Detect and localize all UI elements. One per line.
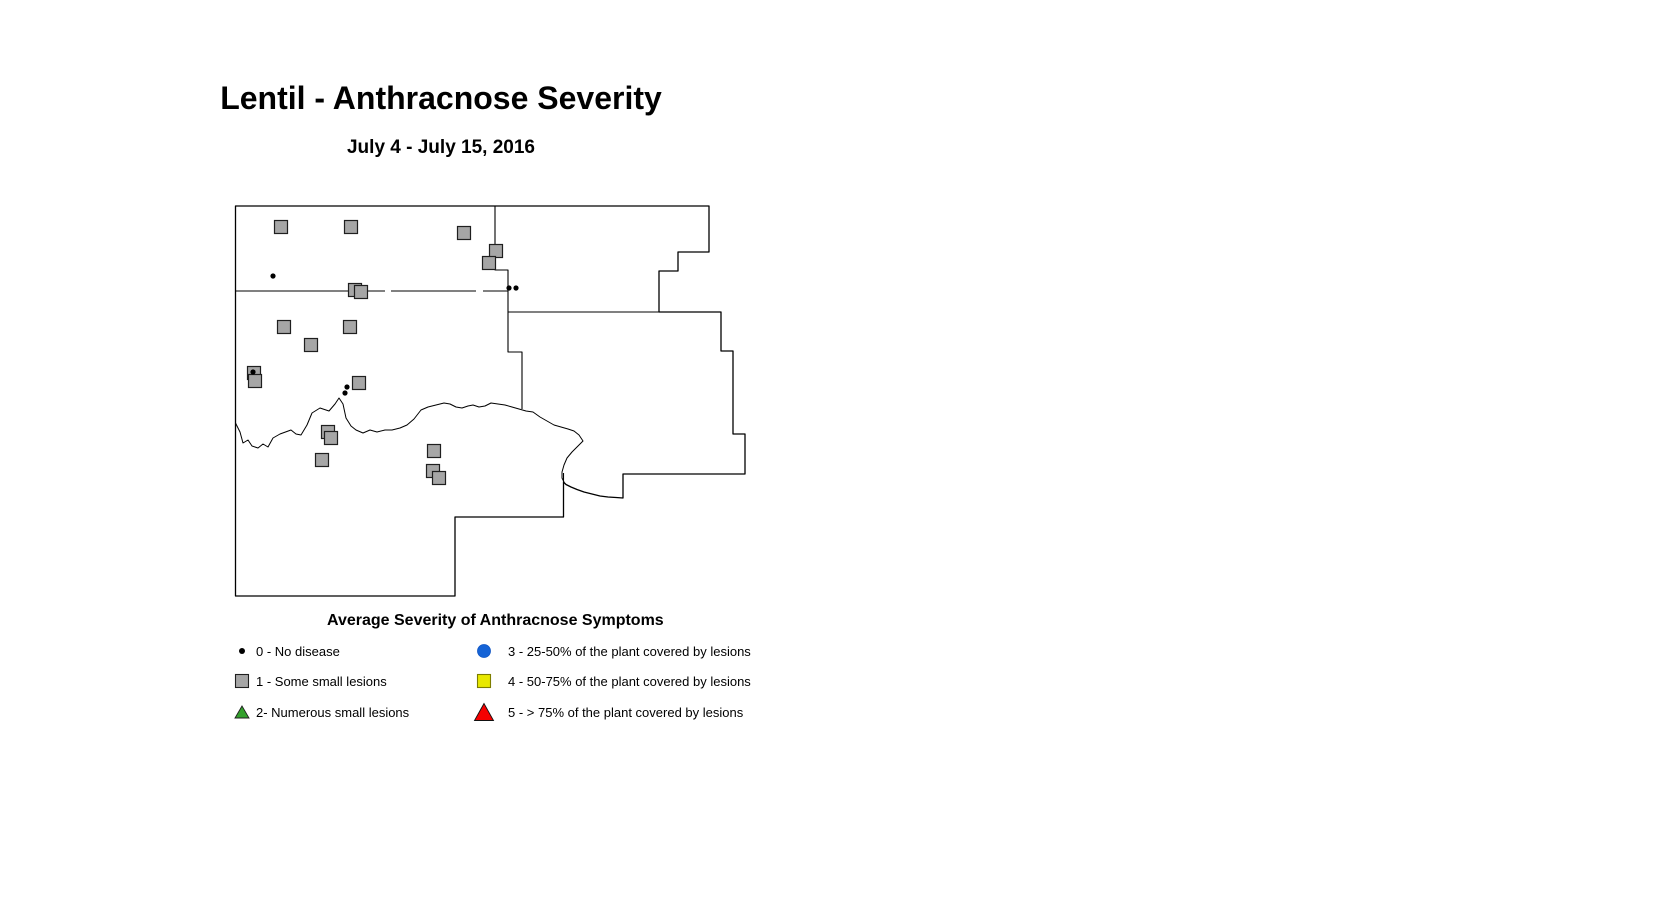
severity-map (234, 205, 746, 597)
map-marker-dot (270, 273, 276, 279)
legend-item-label: 4 - 50-75% of the plant covered by lesio… (508, 673, 751, 689)
map-marker-square (353, 284, 369, 300)
map-marker-square (342, 319, 358, 335)
legend-item-label: 3 - 25-50% of the plant covered by lesio… (508, 643, 751, 659)
page-subtitle: July 4 - July 15, 2016 (346, 137, 536, 158)
legend-item-25-50-percent: 3 - 25-50% of the plant covered by lesio… (472, 641, 751, 661)
map-marker-square (431, 470, 447, 486)
legend-item-numerous-small-lesions: 2- Numerous small lesions (230, 702, 409, 722)
map-outer-boundary (234, 205, 746, 597)
legend-title: Average Severity of Anthracnose Symptoms (327, 612, 664, 629)
legend-item-50-75-percent: 4 - 50-75% of the plant covered by lesio… (472, 671, 751, 691)
legend-swatch-shape (234, 705, 250, 719)
map-marker-square (343, 219, 359, 235)
map-marker-square (426, 443, 442, 459)
legend-item-some-small-lesions: 1 - Some small lesions (230, 671, 387, 691)
map-marker-dot (344, 384, 350, 390)
legend-marker-gray-square-icon (234, 673, 250, 689)
legend-swatch-shape (473, 702, 495, 721)
map-marker-square (273, 219, 289, 235)
legend-swatch-shape (239, 648, 245, 654)
legend-item-label: 2- Numerous small lesions (256, 704, 410, 720)
legend-item-label: 5 - > 75% of the plant covered by lesion… (508, 704, 744, 720)
map-marker-square (323, 430, 339, 446)
legend-item-label: 0 - No disease (256, 643, 340, 659)
district-boundary-central (494, 206, 523, 409)
map-marker-square (456, 225, 472, 241)
page-title: Lentil - Anthracnose Severity (220, 80, 662, 116)
legend-marker-blue-circle-icon (477, 644, 491, 658)
legend-item-no-disease: 0 - No disease (230, 641, 340, 661)
map-marker-square (481, 255, 497, 271)
map-marker-square (247, 373, 263, 389)
map-marker-dot (506, 285, 512, 291)
map-marker-square (488, 243, 504, 259)
legend-item-over-75-percent: 5 - > 75% of the plant covered by lesion… (472, 702, 743, 722)
map-marker-square (314, 452, 330, 468)
map-marker-square (276, 319, 292, 335)
legend-marker-yellow-square-icon (476, 673, 492, 689)
map-marker-dot (250, 369, 256, 375)
legend-swatch-shape (476, 673, 492, 689)
map-marker-dot (342, 390, 348, 396)
legend-marker-dot-icon (239, 648, 245, 654)
map-marker-dot (513, 285, 519, 291)
map-marker-square (303, 337, 319, 353)
legend-item-label: 1 - Some small lesions (256, 673, 387, 689)
legend-marker-green-triangle-icon (234, 705, 250, 719)
legend-swatch-shape (234, 673, 250, 689)
map-markers (246, 219, 519, 486)
river-line (235, 397, 584, 483)
legend-marker-red-triangle-icon (473, 702, 495, 721)
legend-swatch-shape (477, 644, 491, 658)
map-marker-square (351, 375, 367, 391)
